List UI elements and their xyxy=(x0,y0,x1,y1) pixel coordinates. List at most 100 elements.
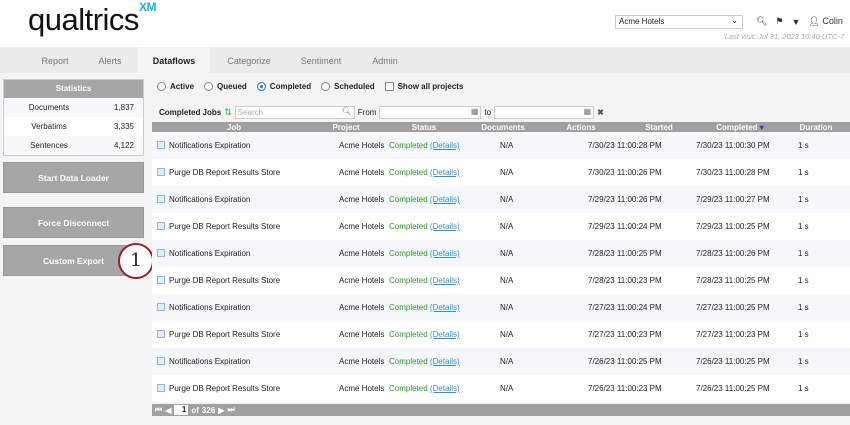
user-icon: 👤︎ xyxy=(808,16,820,26)
details-link[interactable]: (Details) xyxy=(429,276,460,285)
col-duration[interactable]: Duration xyxy=(799,123,833,132)
search-icon[interactable]: 🔍︎ xyxy=(341,107,352,116)
row-checkbox[interactable] xyxy=(157,303,165,311)
radio-scheduled[interactable]: Scheduled xyxy=(321,82,375,92)
details-link[interactable]: (Details) xyxy=(429,330,460,339)
tab-dataflows[interactable]: Dataflows xyxy=(138,47,210,73)
completed-time: 7/29/23 11:00:25 PM xyxy=(696,222,770,231)
table-row[interactable]: Purge DB Report Results Store Acme Hotel… xyxy=(152,213,850,240)
qualtrics-logo[interactable]: qualtricsXM xyxy=(28,0,156,38)
row-checkbox[interactable] xyxy=(157,195,165,203)
table-row[interactable]: Purge DB Report Results Store Acme Hotel… xyxy=(152,159,850,186)
details-link[interactable]: (Details) xyxy=(429,195,460,204)
col-started[interactable]: Started xyxy=(645,123,673,132)
logo-text: qualtrics xyxy=(28,2,139,37)
last-visit: Last visit: Jul 31, 2023 10:40 UTC-7 xyxy=(724,32,844,41)
details-link[interactable]: (Details) xyxy=(429,141,460,150)
start-data-loader-button[interactable]: Start Data Loader xyxy=(3,162,144,193)
duration-value: 1 s xyxy=(798,330,809,339)
started-time: 7/26/23 11:00:23 PM xyxy=(588,384,662,393)
started-time: 7/26/23 11:00:25 PM xyxy=(588,357,662,366)
row-checkbox[interactable] xyxy=(157,222,165,230)
row-checkbox[interactable] xyxy=(157,168,165,176)
row-checkbox[interactable] xyxy=(157,330,165,338)
details-link[interactable]: (Details) xyxy=(429,357,460,366)
details-link[interactable]: (Details) xyxy=(429,249,460,258)
job-name: Notifications Expiration xyxy=(169,141,251,150)
details-link[interactable]: (Details) xyxy=(429,384,460,393)
col-project[interactable]: Project xyxy=(332,123,360,132)
row-checkbox[interactable] xyxy=(157,249,165,257)
radio-queued[interactable]: Queued xyxy=(204,82,247,92)
flag-icon[interactable]: ⚑ xyxy=(775,16,784,26)
checkbox-icon xyxy=(384,82,394,92)
col-completed[interactable]: Completed ▾ xyxy=(716,122,764,133)
pager: ⏮ ◀ 1 of 326 ▶ ⏭ xyxy=(152,404,850,416)
completed-time: 7/28/23 11:00:26 PM xyxy=(696,249,770,258)
started-time: 7/30/23 11:00:26 PM xyxy=(588,168,662,177)
table-row[interactable]: Notifications Expiration Acme Hotels Com… xyxy=(152,186,850,213)
jobs-toolbar: Completed Jobs ⇅ Search 🔍︎ From ▦ to ▦ ✖ xyxy=(159,106,604,119)
search-input[interactable]: Search 🔍︎ xyxy=(234,106,355,119)
row-checkbox[interactable] xyxy=(157,141,165,149)
search-icon[interactable]: 🔍︎ xyxy=(756,16,768,26)
table-row[interactable]: Notifications Expiration Acme Hotels Com… xyxy=(152,294,850,321)
status-text: Completed xyxy=(389,330,428,339)
filter-icon[interactable]: ▼ xyxy=(791,16,801,27)
completed-time: 7/30/23 11:00:30 PM xyxy=(696,141,770,150)
refresh-icon[interactable]: ⇅ xyxy=(224,107,232,117)
last-page-icon[interactable]: ⏭ xyxy=(227,405,235,414)
from-date-input[interactable]: ▦ xyxy=(379,106,482,119)
radio-completed[interactable]: Completed xyxy=(256,82,311,92)
tab-report[interactable]: Report xyxy=(41,56,69,66)
tab-sentiment[interactable]: Sentiment xyxy=(300,56,342,66)
prev-page-icon[interactable]: ◀ xyxy=(165,405,172,415)
main-tabs: Report Alerts Dataflows Categorize Senti… xyxy=(0,47,850,73)
col-documents[interactable]: Documents xyxy=(481,123,525,132)
tab-admin[interactable]: Admin xyxy=(372,56,398,66)
table-header: Job Project Status Documents Actions Sta… xyxy=(152,122,850,132)
duration-value: 1 s xyxy=(798,303,809,312)
completed-time: 7/29/23 11:00:27 PM xyxy=(696,195,770,204)
radio-active[interactable]: Active xyxy=(157,82,195,92)
status-text: Completed xyxy=(389,141,428,150)
project-select[interactable]: Acme Hotels ⌄ xyxy=(615,15,743,29)
user-menu[interactable]: 👤︎ Colin xyxy=(808,16,842,27)
col-status[interactable]: Status xyxy=(411,123,437,132)
details-link[interactable]: (Details) xyxy=(429,168,460,177)
tab-alerts[interactable]: Alerts xyxy=(98,56,122,66)
calendar-icon[interactable]: ▦ xyxy=(583,107,592,116)
table-row[interactable]: Notifications Expiration Acme Hotels Com… xyxy=(152,240,850,267)
row-checkbox[interactable] xyxy=(157,384,165,392)
job-name: Purge DB Report Results Store xyxy=(169,168,281,177)
radio-label: Active xyxy=(170,82,195,91)
details-link[interactable]: (Details) xyxy=(429,222,460,231)
completed-time: 7/30/23 11:00:28 PM xyxy=(696,168,770,177)
force-disconnect-button[interactable]: Force Disconnect xyxy=(3,207,144,238)
stat-row: Documents 1,837 xyxy=(4,98,143,117)
table-row[interactable]: Purge DB Report Results Store Acme Hotel… xyxy=(152,321,850,348)
calendar-icon[interactable]: ▦ xyxy=(470,107,479,116)
tab-categorize[interactable]: Categorize xyxy=(227,56,271,66)
col-job[interactable]: Job xyxy=(226,123,242,132)
row-checkbox[interactable] xyxy=(157,276,165,284)
details-link[interactable]: (Details) xyxy=(429,303,460,312)
first-page-icon[interactable]: ⏮ xyxy=(155,405,163,414)
job-name: Purge DB Report Results Store xyxy=(169,330,281,339)
to-date-input[interactable]: ▦ xyxy=(494,106,595,119)
started-time: 7/29/23 11:00:26 PM xyxy=(588,195,662,204)
table-row[interactable]: Notifications Expiration Acme Hotels Com… xyxy=(152,132,850,159)
next-page-icon[interactable]: ▶ xyxy=(218,405,225,415)
table-row[interactable]: Purge DB Report Results Store Acme Hotel… xyxy=(152,267,850,294)
show-all-projects-checkbox[interactable]: Show all projects xyxy=(384,82,463,92)
table-row[interactable]: Purge DB Report Results Store Acme Hotel… xyxy=(152,375,850,402)
page-input[interactable]: 1 xyxy=(174,405,189,415)
project-name: Acme Hotels xyxy=(339,141,385,150)
clear-icon[interactable]: ✖ xyxy=(597,108,604,117)
col-actions[interactable]: Actions xyxy=(566,123,596,132)
job-name: Notifications Expiration xyxy=(169,357,251,366)
row-checkbox[interactable] xyxy=(157,357,165,365)
stat-label: Sentences xyxy=(30,141,68,150)
project-name: Acme Hotels xyxy=(339,384,385,393)
table-row[interactable]: Notifications Expiration Acme Hotels Com… xyxy=(152,348,850,375)
